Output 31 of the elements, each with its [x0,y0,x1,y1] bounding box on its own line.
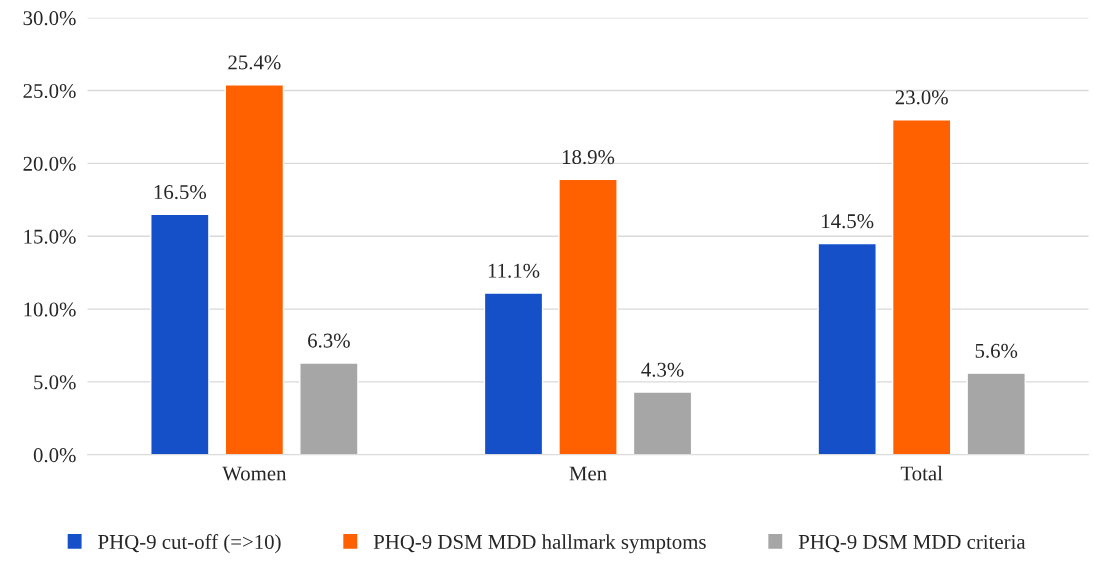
bar [632,391,693,455]
legend-label: PHQ-9 DSM MDD criteria [798,534,1026,553]
y-tick-label: 25.0% [23,83,76,99]
x-tick-label: Men [569,466,607,481]
data-label: 16.5% [154,184,207,200]
data-label: 5.6% [975,343,1018,358]
data-label: 11.1% [488,263,540,278]
legend-label: PHQ-9 DSM MDD hallmark symptoms [373,534,706,554]
bar [483,292,544,455]
data-label: 18.9% [562,150,615,165]
bar [966,372,1026,455]
bar [150,213,210,455]
data-label: 4.3% [641,362,684,377]
y-tick-label: 20.0% [23,156,76,171]
bar [558,178,618,455]
data-label: 23.0% [895,90,948,105]
legend-label: PHQ-9 cut-off (=>10) [98,534,281,554]
x-tick-label: Women [222,466,287,481]
x-tick-label: Total [900,465,943,481]
y-tick-label: 15.0% [24,229,76,244]
bar [224,84,285,455]
y-tick-label: 10.0% [24,302,76,317]
bar [299,362,359,455]
bar [817,242,877,455]
data-label: 25.4% [228,55,281,70]
y-tick-label: 0.0% [33,448,76,463]
data-label: 14.5% [822,214,874,229]
y-tick-label: 30.0% [23,11,76,26]
bar [891,119,952,455]
y-tick-label: 5.0% [34,375,76,390]
data-label: 6.3% [308,333,350,348]
